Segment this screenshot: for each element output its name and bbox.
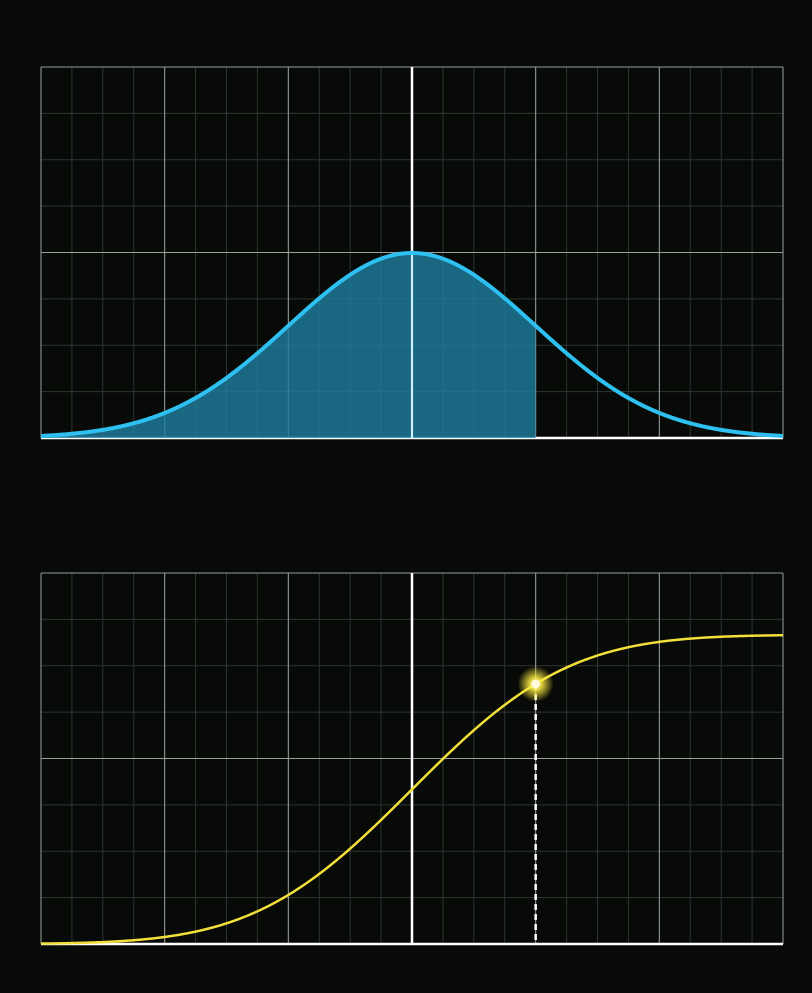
highlight-point — [531, 679, 541, 689]
series-line — [40, 634, 784, 945]
series-line — [40, 250, 784, 438]
cdf-chart — [40, 572, 784, 946]
pdf-chart — [40, 66, 784, 440]
